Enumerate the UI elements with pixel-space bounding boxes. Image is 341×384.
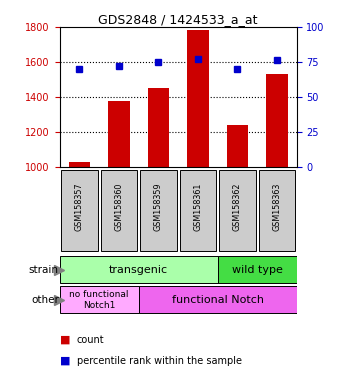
FancyBboxPatch shape [259, 170, 295, 252]
Text: GSM158360: GSM158360 [115, 182, 123, 231]
FancyBboxPatch shape [218, 257, 297, 283]
Text: GSM158362: GSM158362 [233, 182, 242, 231]
FancyBboxPatch shape [101, 170, 137, 252]
Bar [266, 74, 288, 167]
Bar [69, 162, 90, 167]
Bar [108, 101, 130, 167]
Bar [226, 125, 248, 167]
Text: GSM158363: GSM158363 [272, 182, 281, 231]
Text: wild type: wild type [232, 265, 283, 275]
FancyBboxPatch shape [60, 286, 139, 313]
FancyBboxPatch shape [219, 170, 256, 252]
Text: ■: ■ [60, 335, 70, 345]
FancyBboxPatch shape [180, 170, 216, 252]
Text: GSM158357: GSM158357 [75, 182, 84, 231]
FancyBboxPatch shape [60, 257, 218, 283]
FancyBboxPatch shape [139, 286, 297, 313]
FancyBboxPatch shape [61, 170, 98, 252]
Text: no functional
Notch1: no functional Notch1 [70, 290, 129, 310]
Text: functional Notch: functional Notch [172, 295, 264, 305]
Bar [187, 30, 209, 167]
Text: GSM158359: GSM158359 [154, 182, 163, 231]
Text: strain: strain [29, 265, 59, 275]
Text: percentile rank within the sample: percentile rank within the sample [77, 356, 242, 366]
Title: GDS2848 / 1424533_a_at: GDS2848 / 1424533_a_at [99, 13, 258, 26]
Bar [148, 88, 169, 167]
Text: transgenic: transgenic [109, 265, 168, 275]
Text: ■: ■ [60, 356, 70, 366]
Text: count: count [77, 335, 104, 345]
FancyBboxPatch shape [140, 170, 177, 252]
Text: other: other [31, 295, 59, 305]
Text: GSM158361: GSM158361 [193, 182, 203, 231]
